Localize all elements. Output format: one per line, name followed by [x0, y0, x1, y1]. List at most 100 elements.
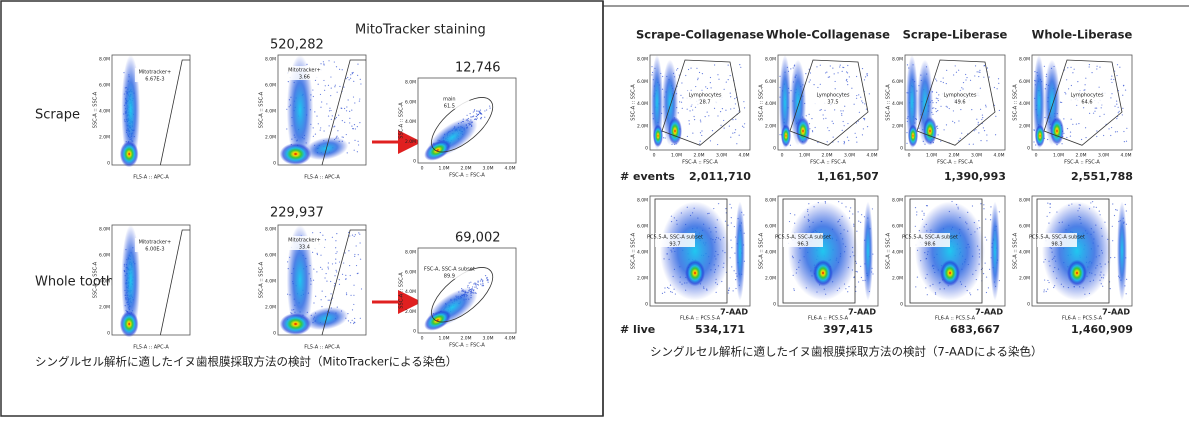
- event-dot: [354, 124, 355, 125]
- y-tick-label: 0: [1027, 146, 1030, 152]
- live-count: 534,171: [695, 323, 745, 336]
- y-tick-label: 0: [900, 302, 903, 308]
- density: [781, 124, 791, 147]
- event-dot: [1111, 82, 1112, 83]
- plot: 02.0M4.0M6.0M8.0M01.0M2.0M3.0M4.0MFSC-A …: [399, 78, 517, 179]
- x-axis-label: FL6-A :: PC5.5-A: [1062, 316, 1103, 322]
- event-dot: [701, 135, 702, 136]
- x-axis-label: FSC-A :: FSC-A: [449, 343, 485, 349]
- gate-value: 28.7: [699, 99, 710, 105]
- event-dot: [343, 137, 344, 138]
- event-dot: [336, 270, 337, 271]
- gate-value: 61.5: [444, 103, 455, 109]
- event-dot: [347, 152, 348, 153]
- y-tick-label: 0: [413, 159, 416, 165]
- event-dot: [847, 81, 848, 82]
- event-dot: [681, 82, 682, 83]
- event-dot: [1060, 102, 1061, 103]
- event-dot: [324, 90, 325, 91]
- event-dot: [731, 247, 732, 248]
- event-dot: [708, 115, 709, 116]
- event-dot: [856, 76, 857, 77]
- stain-label: 7-AAD: [720, 308, 748, 317]
- y-tick-label: 2.0M: [405, 309, 416, 315]
- event-dot: [710, 87, 711, 88]
- event-dot: [691, 106, 692, 107]
- event-dot: [326, 103, 327, 104]
- event-dot: [1076, 123, 1077, 124]
- y-tick-label: 0: [107, 331, 110, 337]
- event-dot: [692, 109, 693, 110]
- event-dot: [739, 135, 740, 136]
- event-dot: [347, 77, 348, 78]
- event-dot: [975, 65, 976, 66]
- y-tick-label: 8.0M: [892, 57, 903, 63]
- event-dot: [342, 136, 343, 137]
- event-dot: [947, 107, 948, 108]
- y-tick-label: 2.0M: [99, 305, 110, 311]
- event-dot: [1085, 127, 1086, 128]
- event-dot: [830, 65, 831, 66]
- event-dot: [681, 102, 682, 103]
- event-dot: [835, 88, 836, 89]
- event-dot: [986, 292, 987, 293]
- density: [990, 202, 1000, 301]
- event-dot: [943, 129, 944, 130]
- event-dot: [1124, 141, 1125, 142]
- event-dot: [922, 210, 923, 211]
- event-dot: [1074, 69, 1075, 70]
- y-axis-label: SSC-A :: SSC-A: [1013, 232, 1019, 269]
- event-dot: [847, 137, 848, 138]
- event-dot: [954, 122, 955, 123]
- event-dot: [329, 110, 330, 111]
- event-dot: [487, 280, 488, 281]
- event-dot: [978, 76, 979, 77]
- event-dot: [842, 71, 843, 72]
- gate-name: Lymphocytes: [817, 92, 850, 98]
- event-dot: [1050, 207, 1051, 208]
- event-dot: [824, 110, 825, 111]
- density: [1067, 260, 1087, 286]
- event-dot: [779, 134, 780, 135]
- event-dot: [1033, 141, 1034, 142]
- live-count: 683,667: [950, 323, 1000, 336]
- y-tick-label: 0: [900, 146, 903, 152]
- density: [813, 260, 833, 286]
- y-tick-label: 2.0M: [1019, 276, 1030, 282]
- event-dot: [354, 140, 355, 141]
- event-dot: [846, 71, 847, 72]
- event-dot: [337, 130, 338, 131]
- event-dot: [979, 70, 980, 71]
- event-dot: [350, 275, 351, 276]
- event-dot: [1066, 79, 1067, 80]
- event-dot: [936, 102, 937, 103]
- y-tick-label: 0: [1027, 302, 1030, 308]
- event-dot: [858, 281, 859, 282]
- event-dot: [970, 80, 971, 81]
- event-dot: [1126, 210, 1127, 211]
- plot: 02.0M4.0M6.0M8.0MFL6-A :: PC5.5-ASSC-A :…: [886, 196, 1006, 322]
- y-tick-label: 0: [645, 302, 648, 308]
- event-dot: [1112, 203, 1113, 204]
- row-label: # live: [620, 323, 655, 336]
- gate-value: 6.67E-3: [145, 77, 164, 83]
- event-dot: [476, 111, 477, 112]
- x-tick-label: 4.0M: [1120, 153, 1131, 159]
- event-dot: [352, 235, 353, 236]
- event-dot: [358, 144, 359, 145]
- event-dot: [667, 287, 668, 288]
- event-dot: [334, 283, 335, 284]
- event-dot: [469, 282, 470, 283]
- y-axis-label: SSC-A :: SSC-A: [631, 84, 637, 121]
- event-dot: [731, 266, 732, 267]
- event-dot: [923, 214, 924, 215]
- event-dot: [338, 115, 339, 116]
- event-dot: [1096, 130, 1097, 131]
- event-dot: [710, 77, 711, 78]
- event-dot: [699, 143, 700, 144]
- event-dot: [985, 263, 986, 264]
- event-dot: [937, 134, 938, 135]
- column-title: Whole-Collagenase: [766, 28, 890, 42]
- event-dot: [359, 242, 360, 243]
- event-dot: [700, 141, 701, 142]
